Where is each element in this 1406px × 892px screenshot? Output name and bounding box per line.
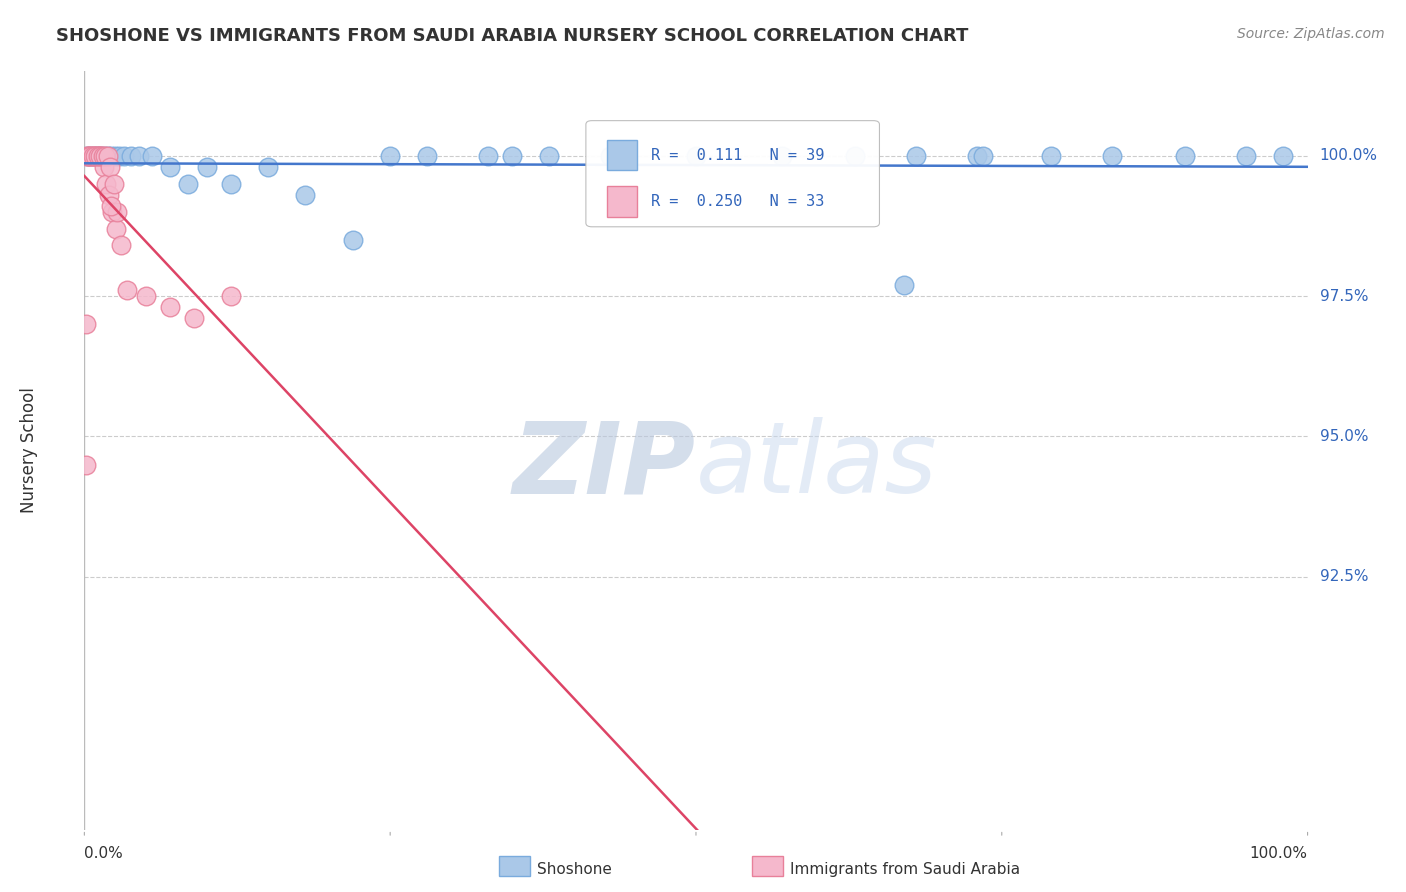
Point [91, 148, 114, 162]
Point [98, 160, 121, 174]
Point [844, 148, 866, 162]
Point [685, 148, 707, 162]
Point [294, 188, 316, 202]
Point [966, 148, 988, 162]
Text: Source: ZipAtlas.com: Source: ZipAtlas.com [1237, 27, 1385, 41]
Text: atlas: atlas [696, 417, 938, 514]
Point [141, 148, 163, 162]
Point [103, 177, 125, 191]
Point [770, 148, 793, 162]
Point [219, 289, 242, 303]
Point [195, 160, 218, 174]
Point [100, 199, 122, 213]
Point [104, 148, 127, 162]
Point [183, 311, 205, 326]
Point [893, 277, 915, 292]
Point [97, 188, 120, 202]
Point [1039, 148, 1062, 162]
Point [97, 148, 120, 162]
Text: R =  0.111   N = 39: R = 0.111 N = 39 [651, 148, 824, 162]
Point [380, 148, 402, 162]
Point [538, 148, 561, 162]
Point [94, 148, 117, 162]
Text: ZIP: ZIP [513, 417, 696, 514]
Point [86, 148, 108, 162]
Point [96, 177, 118, 191]
Point [110, 238, 132, 252]
Point [135, 289, 157, 303]
FancyBboxPatch shape [606, 186, 637, 217]
Text: 95.0%: 95.0% [1320, 429, 1368, 444]
Point [120, 148, 142, 162]
Point [76, 148, 98, 162]
Point [75, 458, 97, 472]
Text: R =  0.250   N = 33: R = 0.250 N = 33 [651, 194, 824, 209]
Point [159, 300, 181, 314]
Point [100, 148, 122, 162]
Point [83, 148, 105, 162]
Point [75, 317, 97, 331]
Point [80, 148, 103, 162]
Point [83, 148, 105, 162]
Text: Immigrants from Saudi Arabia: Immigrants from Saudi Arabia [790, 863, 1021, 877]
Point [105, 204, 128, 219]
Point [77, 148, 100, 162]
Text: 97.5%: 97.5% [1320, 288, 1368, 303]
Point [416, 148, 439, 162]
Point [257, 160, 280, 174]
FancyBboxPatch shape [606, 140, 637, 170]
Point [87, 148, 110, 162]
Point [87, 148, 110, 162]
Point [84, 148, 107, 162]
Text: Shoshone: Shoshone [537, 863, 612, 877]
Point [107, 148, 129, 162]
Point [79, 148, 101, 162]
Text: 100.0%: 100.0% [1320, 148, 1378, 163]
Text: Nursery School: Nursery School [20, 387, 38, 514]
Point [972, 148, 994, 162]
Point [101, 204, 124, 219]
Point [105, 221, 128, 235]
Point [79, 148, 101, 162]
Point [1272, 148, 1295, 162]
Point [93, 160, 115, 174]
Text: 0.0%: 0.0% [84, 847, 124, 862]
Point [1236, 148, 1258, 162]
Point [89, 148, 111, 162]
Point [905, 148, 928, 162]
Point [1101, 148, 1123, 162]
Point [219, 177, 242, 191]
Point [77, 148, 100, 162]
Point [159, 160, 181, 174]
Point [90, 148, 112, 162]
Point [112, 148, 135, 162]
Point [342, 233, 364, 247]
Text: SHOSHONE VS IMMIGRANTS FROM SAUDI ARABIA NURSERY SCHOOL CORRELATION CHART: SHOSHONE VS IMMIGRANTS FROM SAUDI ARABIA… [56, 27, 969, 45]
Point [93, 148, 115, 162]
Point [97, 148, 120, 162]
Point [86, 148, 108, 162]
Point [128, 148, 150, 162]
Point [1174, 148, 1197, 162]
Text: 100.0%: 100.0% [1250, 847, 1308, 862]
Point [502, 148, 524, 162]
Point [599, 148, 621, 162]
Point [477, 148, 499, 162]
Point [177, 177, 200, 191]
Text: 92.5%: 92.5% [1320, 569, 1368, 584]
Point [82, 148, 104, 162]
Point [89, 148, 111, 162]
Point [115, 284, 138, 298]
FancyBboxPatch shape [586, 120, 880, 227]
Point [76, 148, 98, 162]
